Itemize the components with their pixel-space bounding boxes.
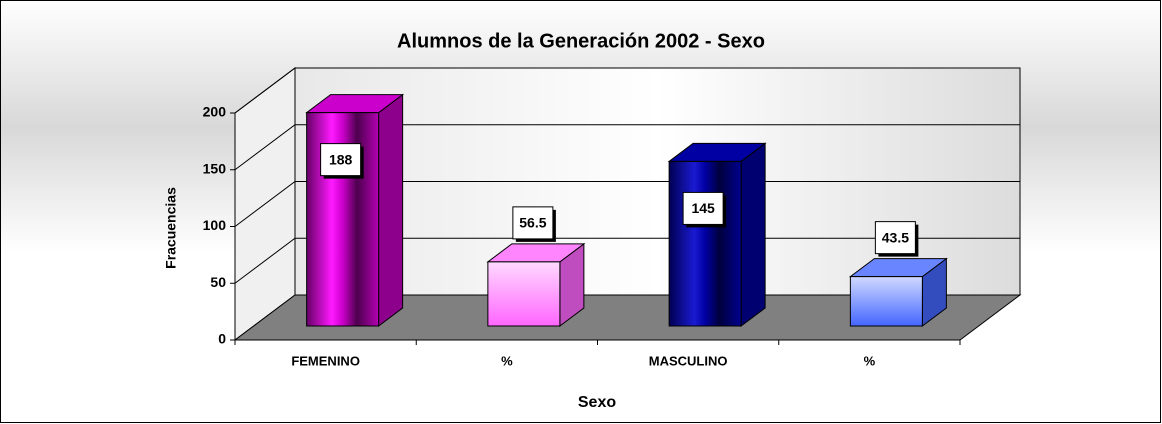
grid-line xyxy=(234,124,1020,171)
label-box xyxy=(874,221,916,255)
grid-line xyxy=(234,67,1020,114)
data-label: 56.5 xyxy=(519,215,546,231)
x-axis-label: Sexo xyxy=(578,394,616,411)
bar-front xyxy=(849,276,923,327)
y-tick-label: 50 xyxy=(210,274,226,290)
bar-side xyxy=(378,93,404,327)
x-tick-label: MASCULINO xyxy=(649,353,728,368)
bar-side xyxy=(740,142,766,327)
x-tick-label: % xyxy=(501,353,513,368)
data-label: 145 xyxy=(691,200,715,216)
y-tick-label: 100 xyxy=(203,217,227,233)
bar xyxy=(486,242,586,327)
chart-title: Alumnos de la Generación 2002 - Sexo xyxy=(397,30,765,52)
bar-front xyxy=(487,261,561,327)
y-tick-label: 200 xyxy=(203,104,227,120)
label-box xyxy=(320,143,362,177)
bar xyxy=(667,142,767,327)
label-box xyxy=(682,191,724,225)
data-label: 188 xyxy=(329,151,353,167)
grid-line xyxy=(234,237,1020,284)
grid-line xyxy=(234,181,1020,227)
y-tick-label: 150 xyxy=(203,160,227,176)
y-tick-label: 0 xyxy=(218,331,226,347)
data-label: 43.5 xyxy=(882,229,909,245)
x-tick-label: FEMENINO xyxy=(291,353,360,368)
bar xyxy=(848,257,948,327)
y-axis-label: Fracuencias xyxy=(163,187,179,269)
label-box xyxy=(512,206,554,240)
x-tick-label: % xyxy=(864,353,876,368)
bar-front xyxy=(668,160,742,327)
bar xyxy=(305,93,405,327)
